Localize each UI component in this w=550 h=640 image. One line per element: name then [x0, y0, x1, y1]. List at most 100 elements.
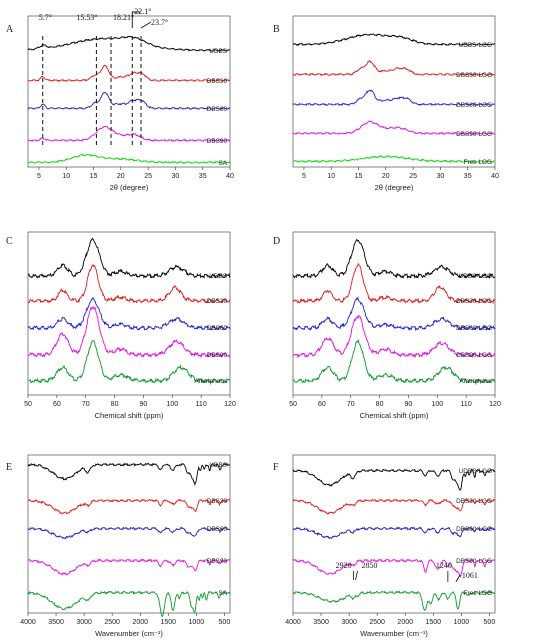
panel-d: D 50 60 70 80 90 100 110 120 Chemical shift (ppm)…: [273, 231, 501, 420]
x-tick-label: 2500: [369, 619, 385, 626]
series-label: DBS90-LGG: [456, 131, 492, 138]
annotation-arrow: [455, 574, 461, 583]
x-tick-label: 2500: [104, 619, 120, 626]
series-label: DBS30-LGG: [456, 298, 492, 305]
x-tick-label: 3500: [48, 619, 64, 626]
series-label: Free LGG: [464, 159, 492, 166]
peak-annotation: 1061: [462, 571, 478, 580]
series-line-dbs30: [27, 264, 231, 304]
series-line-amorphous: [27, 340, 231, 385]
series-line-amorphous: [292, 339, 496, 385]
x-tick-label: 50: [24, 401, 32, 408]
series-label: SA: [218, 590, 227, 597]
x-tick-label: 1000: [454, 619, 470, 626]
series-line-free-lgg: [292, 590, 496, 611]
panel-label: A: [6, 24, 14, 35]
x-axis-label: Chemical shift (ppm): [95, 411, 164, 420]
x-tick-label: 4000: [285, 619, 301, 626]
x-tick-label: 3500: [313, 619, 329, 626]
x-tick-label: 100: [166, 401, 178, 408]
series-label: UDBS-LGG: [459, 273, 492, 280]
series-line-dbs30-lgg: [292, 60, 496, 77]
x-tick-label: 5: [302, 173, 306, 180]
series-label: UDBS: [209, 48, 227, 55]
x-tick-label: 1000: [189, 619, 205, 626]
annotation-arrow: [140, 21, 152, 29]
plot-frame: [27, 454, 231, 614]
series-label: DBS60-LGG: [456, 526, 492, 533]
plot-frame: [27, 15, 231, 168]
x-tick-label: 1500: [425, 619, 441, 626]
x-tick-label: 20: [117, 173, 125, 180]
x-tick-label: 30: [437, 173, 445, 180]
series-label: DBS60: [207, 325, 228, 332]
series-label: DBS30-LGG: [456, 72, 492, 79]
series-label: DBS30: [207, 498, 228, 505]
panel-label: F: [273, 462, 279, 473]
series-label: Amorphous: [194, 378, 227, 385]
panel-b: B 5 10 15 20 25 30 35 40 2θ (degree) UDBS-LGG DBS30…: [273, 15, 499, 192]
x-tick-label: 25: [409, 173, 417, 180]
x-tick-label: 10: [327, 173, 335, 180]
series-label: DBS90-LGG: [456, 352, 492, 359]
x-tick-label: 500: [219, 619, 231, 626]
series-line-dbs60-lgg: [292, 89, 496, 107]
peak-annotation: 1240: [436, 561, 452, 570]
x-tick-label: 50: [289, 401, 297, 408]
series-line-dbs90: [27, 125, 231, 143]
x-tick-label: 3000: [341, 619, 357, 626]
series-line-udbs-lgg: [292, 468, 496, 491]
series-line-dbs60-lgg: [292, 526, 496, 540]
x-tick-label: 120: [489, 401, 501, 408]
series-label: DBS90: [207, 138, 228, 145]
x-axis-label: Chemical shift (ppm): [360, 411, 429, 420]
x-tick-label: 110: [461, 401, 472, 408]
panel-a: A 5 10 15 20 25 30 35 40 2θ (degree) UDBS DBS30 DBS6…: [6, 7, 234, 192]
annotation-arrow: [131, 11, 141, 28]
series-label: UDBS-LGG: [459, 468, 492, 475]
x-tick-label: 35: [464, 173, 472, 180]
x-tick-label: 70: [347, 401, 355, 408]
series-label: DBS90-LGG: [456, 558, 492, 565]
x-axis-label: 2θ (degree): [110, 183, 149, 192]
x-tick-label: 90: [405, 401, 413, 408]
x-tick-label: 80: [376, 401, 384, 408]
panel-c: C 50 60 70 80 90 100 110 120 Chemical shift (ppm)…: [6, 231, 236, 420]
series-label: DBS60-LGG: [456, 102, 492, 109]
peak-annotation: 5.7°: [39, 13, 52, 22]
x-tick-label: 40: [491, 173, 499, 180]
x-tick-label: 30: [172, 173, 180, 180]
x-tick-label: 2000: [132, 619, 148, 626]
series-label: DBS60-LGG: [456, 325, 492, 332]
x-axis-label: Wavenumber (cm⁻¹): [360, 629, 428, 638]
series-line-dbs30-lgg: [292, 262, 496, 305]
x-tick-label: 1500: [160, 619, 176, 626]
series-line-dbs60: [27, 91, 231, 110]
peak-annotation: 2920: [336, 561, 352, 570]
series-line-udbs: [27, 35, 231, 52]
panel-label: B: [273, 24, 280, 35]
series-label: UDBS: [209, 462, 227, 469]
series-line-free-lgg: [292, 155, 496, 163]
panel-label: D: [273, 236, 280, 247]
series-label: UDBS-LGG: [459, 42, 492, 49]
series-line-dbs90: [27, 558, 231, 576]
plot-frame: [292, 231, 496, 396]
series-line-dbs90-lgg: [292, 314, 496, 359]
x-tick-label: 120: [224, 401, 236, 408]
peak-annotation: 2850: [362, 561, 378, 570]
series-label: DBS30-LGG: [456, 498, 492, 505]
panel-e: E 4000 3500 3000 2500 2000 1500 1000 500 Wavenumb…: [6, 454, 231, 638]
peak-annotation: 23.7°: [151, 18, 168, 27]
x-tick-label: 10: [62, 173, 70, 180]
x-tick-label: 25: [144, 173, 152, 180]
x-tick-label: 15: [90, 173, 98, 180]
series-label: DBS60: [207, 526, 228, 533]
panel-label: E: [6, 462, 12, 473]
series-line-udbs: [27, 462, 231, 487]
x-tick-label: 3000: [76, 619, 92, 626]
x-tick-label: 35: [199, 173, 207, 180]
series-line-dbs60: [27, 297, 231, 331]
series-line-dbs60-lgg: [292, 296, 496, 332]
